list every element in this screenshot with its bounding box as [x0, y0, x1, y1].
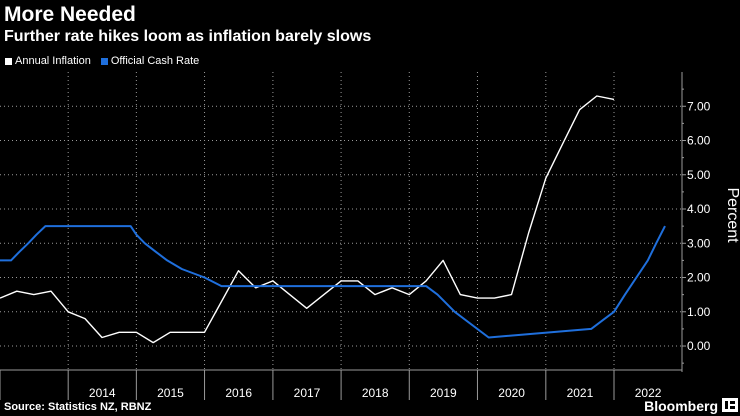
x-tick-label: 2014 — [89, 386, 116, 400]
bloomberg-mark-icon — [722, 398, 738, 412]
y-tick-label: 7.00 — [687, 99, 711, 113]
x-tick-label: 2020 — [498, 386, 525, 400]
y-tick-label: 5.00 — [687, 168, 711, 182]
legend: Annual Inflation Official Cash Rate — [5, 55, 199, 67]
chart-title: More Needed — [4, 3, 136, 26]
chart-subtitle: Further rate hikes loom as inflation bar… — [4, 28, 372, 45]
y-tick-label: 4.00 — [687, 202, 711, 216]
official-cash-rate-line — [0, 225, 666, 339]
legend-swatch-annual-inflation — [5, 57, 12, 65]
legend-item-annual-inflation: Annual Inflation — [5, 55, 91, 67]
brand-logo-text: Bloomberg — [644, 398, 718, 414]
x-tick-label: 2016 — [225, 386, 252, 400]
y-tick-label: 2.00 — [687, 271, 711, 285]
legend-label-annual-inflation: Annual Inflation — [15, 55, 91, 67]
legend-swatch-official-cash-rate — [100, 57, 108, 65]
legend-item-official-cash-rate: Official Cash Rate — [100, 55, 200, 67]
x-tick-label: 2015 — [157, 386, 184, 400]
x-tick-label: 2022 — [635, 386, 662, 400]
y-tick-label: 6.00 — [687, 134, 711, 148]
y-tick-label: 0.00 — [687, 339, 711, 353]
x-tick-label: 2018 — [362, 386, 389, 400]
x-tick-label: 2021 — [567, 386, 594, 400]
y-axis-title: Percent — [724, 187, 740, 243]
source-note: Source: Statistics NZ, RBNZ — [4, 401, 152, 413]
x-tick-label: 2019 — [430, 386, 457, 400]
y-tick-label: 1.00 — [687, 305, 711, 319]
y-tick-label: 3.00 — [687, 236, 711, 250]
legend-label-official-cash-rate: Official Cash Rate — [110, 55, 200, 67]
x-tick-label: 2017 — [294, 386, 321, 400]
annual-inflation-line — [0, 95, 615, 344]
